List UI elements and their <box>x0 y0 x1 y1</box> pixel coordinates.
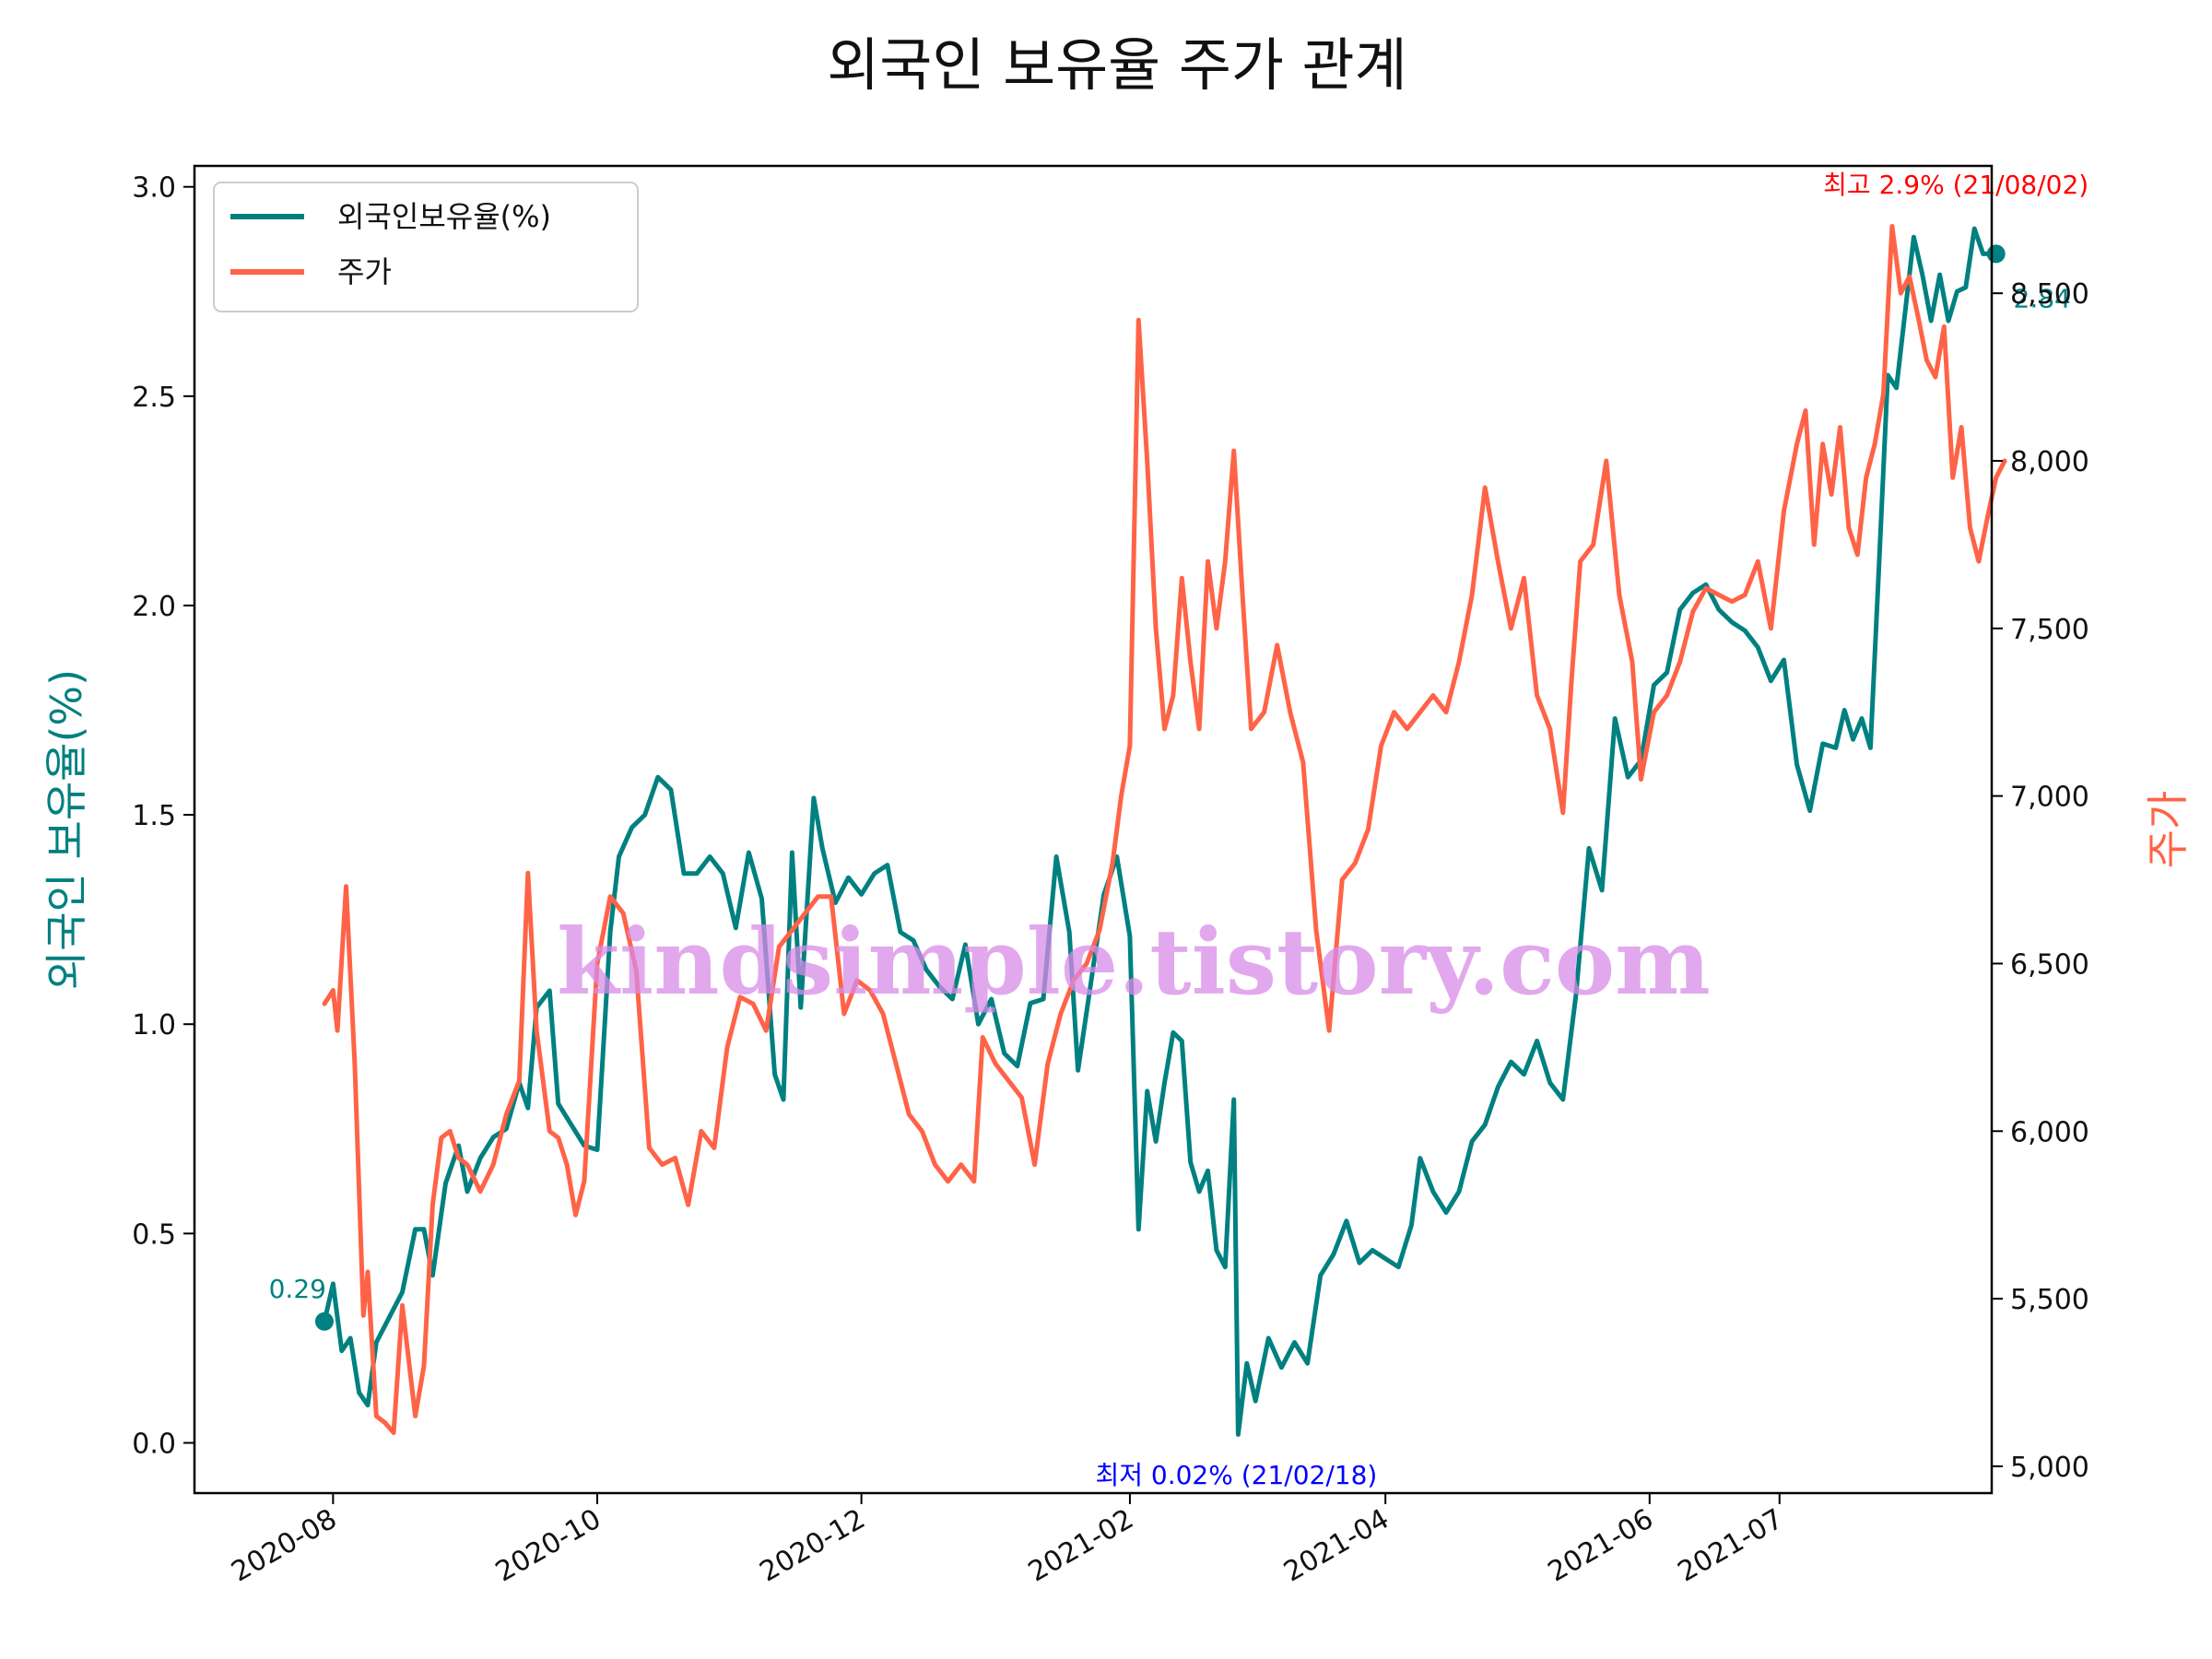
lines-layer <box>322 224 2007 1437</box>
legend-label-foreign-ratio: 외국인보유율(%) <box>337 199 551 234</box>
y-axis-left: 0.0 0.5 1.0 1.5 2.0 2.5 3.0 <box>132 172 194 1460</box>
legend-box <box>213 182 639 312</box>
watermark: kindsimple.tistory.com <box>557 910 1711 1016</box>
legend: 외국인보유율(%) 주가 <box>213 182 639 312</box>
y-right-tick-label: 6,000 <box>2010 1116 2089 1148</box>
y-axis-right: 5,000 5,500 6,000 6,500 7,000 7,500 8,000 8,500 <box>1992 278 2089 1484</box>
y-left-tick-label: 2.5 <box>132 382 176 414</box>
y-left-tick-label: 3.0 <box>132 172 176 205</box>
y-right-tick-label: 8,500 <box>2010 278 2089 311</box>
x-axis: 2020-08 2020-10 2020-12 2021-02 2021-04 2021-… <box>226 1493 1789 1589</box>
x-tick-label: 2020-12 <box>755 1503 871 1589</box>
y-left-tick-label: 0.5 <box>132 1218 176 1251</box>
y-right-tick-label: 7,000 <box>2010 782 2089 814</box>
chart-title: 외국인 보유율 주가 관계 <box>827 31 1407 99</box>
y-right-tick-label: 7,500 <box>2010 614 2089 646</box>
plot-frame <box>193 164 1994 1495</box>
x-tick-label: 2021-06 <box>1543 1503 1659 1589</box>
end-value-label: 2.84 <box>2014 283 2071 313</box>
y-left-tick-label: 1.5 <box>132 800 176 832</box>
end-marker <box>1986 244 2006 264</box>
y-right-tick-label: 6,500 <box>2010 948 2089 981</box>
y-axis-left-label: 외국인 보유율(%) <box>41 669 91 990</box>
x-tick-label: 2020-08 <box>226 1503 342 1589</box>
y-axis-right-label: 주가 <box>2143 791 2193 869</box>
series-line-foreign-ratio <box>322 226 1999 1437</box>
min-annotation: 최저 0.02% (21/02/18) <box>1095 1460 1377 1490</box>
series-line-price <box>322 224 2007 1435</box>
y-right-tick-label: 5,000 <box>2010 1452 2089 1484</box>
y-left-tick-label: 1.0 <box>132 1009 176 1041</box>
max-annotation: 최고 2.9% (21/08/02) <box>1823 170 2088 200</box>
legend-label-price: 주가 <box>337 254 392 289</box>
y-left-tick-label: 0.0 <box>132 1428 176 1460</box>
x-tick-label: 2020-10 <box>490 1503 606 1589</box>
start-value-label: 0.29 <box>269 1274 326 1304</box>
start-marker <box>314 1312 334 1331</box>
x-tick-label: 2021-07 <box>1673 1503 1789 1589</box>
x-tick-label: 2021-02 <box>1023 1503 1139 1589</box>
y-left-tick-label: 2.0 <box>132 591 176 623</box>
y-right-tick-label: 5,500 <box>2010 1284 2089 1316</box>
y-right-tick-label: 8,000 <box>2010 446 2089 478</box>
x-tick-label: 2021-04 <box>1278 1503 1394 1589</box>
